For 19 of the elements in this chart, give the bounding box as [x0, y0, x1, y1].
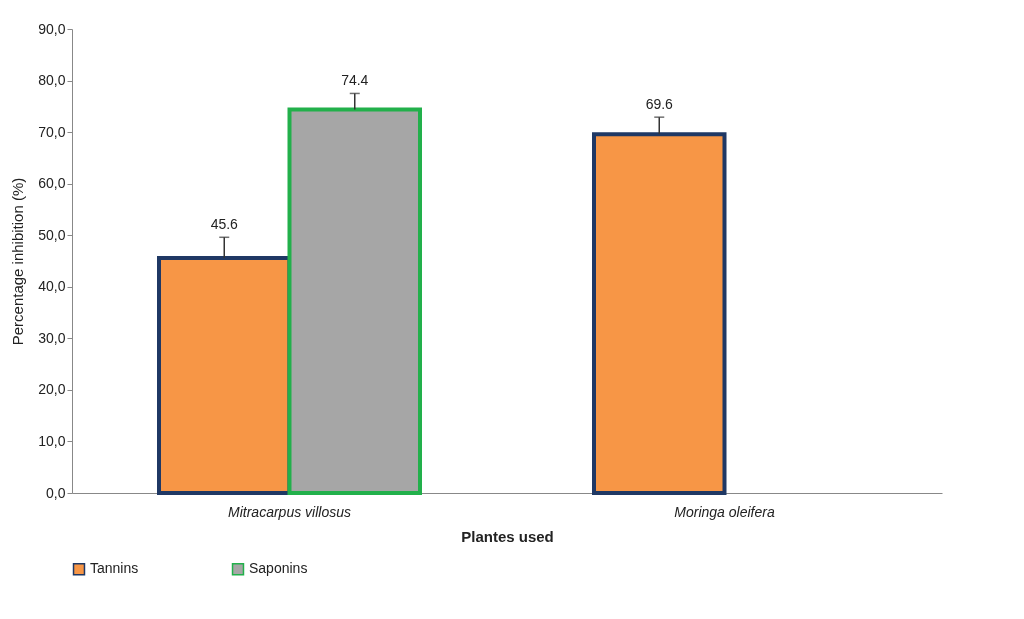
y-tick-label: 50,0 [38, 226, 66, 243]
data-label: 69.6 [645, 96, 674, 113]
y-tick-label: 90,0 [38, 20, 66, 37]
y-tick-label: 40,0 [38, 278, 66, 295]
x-axis-title: Plantes used [461, 527, 554, 545]
y-tick-label: 80,0 [38, 72, 66, 89]
y-tick-label: 0,0 [46, 484, 66, 501]
legend-label: Saponins [249, 560, 308, 577]
y-tick-label: 70,0 [38, 123, 66, 140]
y-axis-title: Percentage inhibition (%) [9, 177, 27, 346]
legend-label: Tannins [90, 560, 139, 577]
y-tick-label: 10,0 [38, 432, 66, 449]
y-tick-label: 30,0 [38, 329, 66, 346]
x-tick-label: Mitracarpus villosus [228, 503, 351, 520]
x-tick-label: Moringa oleifera [674, 503, 775, 520]
y-tick-label: 60,0 [38, 175, 66, 192]
y-tick-label: 20,0 [38, 381, 66, 398]
data-label: 45.6 [210, 216, 239, 233]
data-label: 74.4 [341, 72, 369, 89]
